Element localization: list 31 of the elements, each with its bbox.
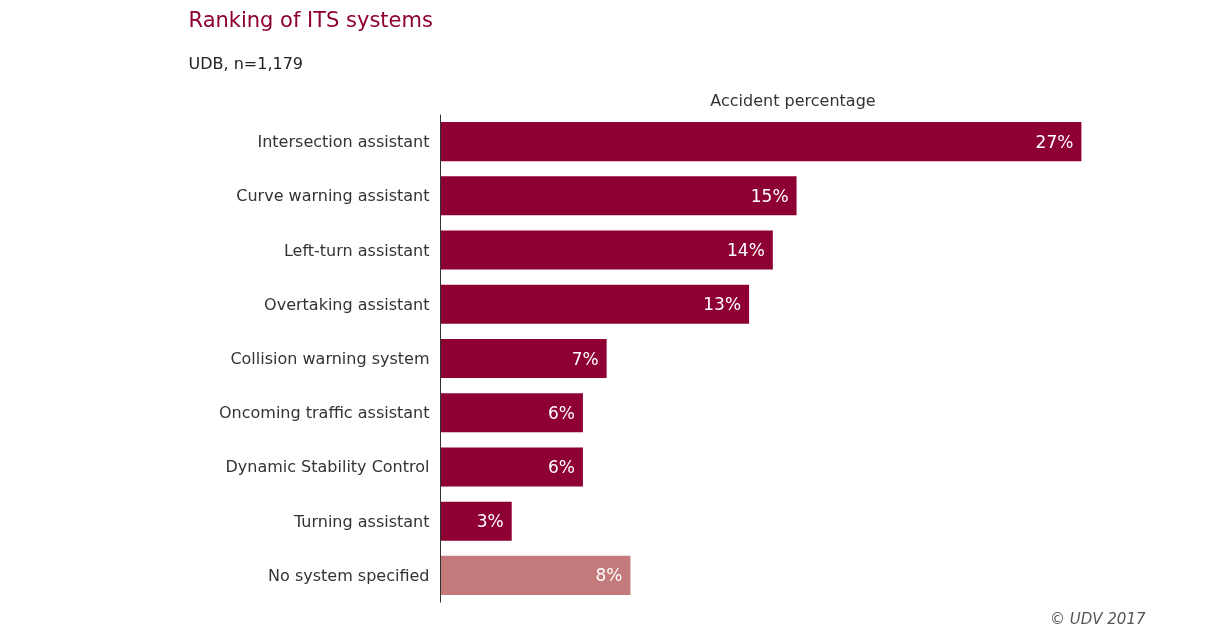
y-tick-label: Left-turn assistant [283, 240, 430, 260]
bar [440, 176, 797, 216]
bar [440, 447, 583, 487]
data-label: 13% [703, 294, 742, 315]
y-tick-label: No system specified [268, 565, 430, 585]
y-tick-label: Overtaking assistant [264, 294, 430, 314]
data-label: 6% [547, 402, 575, 423]
data-label: 3% [476, 511, 504, 532]
chart-title: Ranking of ITS systems [188, 7, 433, 32]
y-tick-label: Curve warning assistant [236, 186, 430, 206]
text: © UDV 2017 [1050, 609, 1146, 628]
data-label: 14% [727, 240, 765, 261]
data-label: 6% [547, 456, 575, 477]
bar [440, 393, 583, 433]
y-tick-label: Collision warning system [230, 349, 430, 368]
bar [440, 122, 1082, 162]
data-label: 8% [595, 565, 623, 586]
data-label: 27% [1035, 131, 1074, 152]
y-tick-label: Dynamic Stability Control [225, 457, 430, 477]
x-axis-title: Accident percentage [710, 90, 876, 110]
bar [440, 555, 631, 595]
data-label: 15% [750, 185, 789, 206]
bar [440, 230, 773, 270]
data-label: 7% [571, 348, 599, 369]
bar [440, 338, 607, 379]
y-tick-label: Oncoming traffic assistant [219, 403, 430, 423]
y-tick-label: Turning assistant [293, 511, 430, 531]
bar [440, 501, 512, 541]
text: UDB, n=1,179 [188, 53, 304, 73]
y-tick-label: Intersection assistant [257, 132, 430, 152]
bar [440, 284, 750, 324]
